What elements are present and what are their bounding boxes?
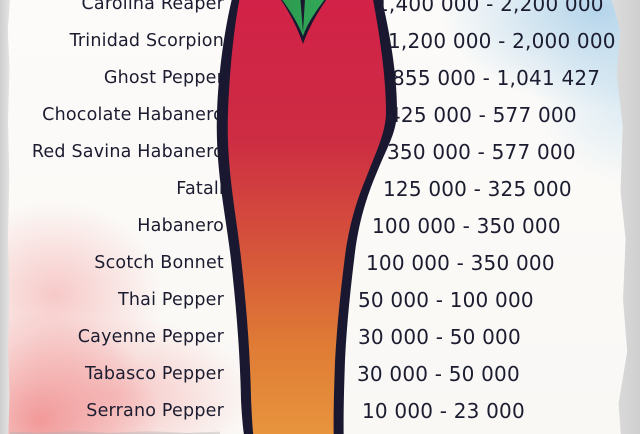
scoville-range-value: 350 000 - 577 000 — [387, 140, 576, 164]
table-row: Ghost Pepper 855 000 - 1,041 427 — [0, 60, 640, 97]
table-row: Scotch Bonnet 100 000 - 350 000 — [0, 245, 640, 282]
pepper-name-label: Serrano Pepper — [86, 401, 224, 421]
pepper-name-label: Chocolate Habanero — [42, 105, 224, 125]
pepper-name-label: Red Savina Habanero — [31, 142, 224, 162]
scoville-range-value: 10 000 - 23 000 — [362, 399, 525, 423]
table-row: Red Savina Habanero 350 000 - 577 000 — [0, 134, 640, 171]
pepper-name-label: Thai Pepper — [117, 290, 224, 310]
torn-paper-edge-left — [0, 0, 10, 434]
pepper-body — [227, 0, 386, 434]
pepper-name-label: Tabasco Pepper — [84, 364, 224, 384]
scoville-range-value: 50 000 - 100 000 — [358, 288, 534, 312]
scoville-range-value: 425 000 - 577 000 — [388, 103, 577, 127]
table-row: Serrano Pepper 10 000 - 23 000 — [0, 393, 640, 430]
pepper-name-label: Habanero — [137, 216, 224, 236]
scoville-range-value: 30 000 - 50 000 — [357, 362, 520, 386]
table-row: Thai Pepper 50 000 - 100 000 — [0, 282, 640, 319]
scoville-range-value: 100 000 - 350 000 — [366, 251, 555, 275]
scoville-range-value: 30 000 - 50 000 — [358, 325, 521, 349]
table-row: Trinidad Scorpion 1,200 000 - 2,000 000 — [0, 23, 640, 60]
table-row: Chocolate Habanero 425 000 - 577 000 — [0, 97, 640, 134]
pepper-name-label: Ghost Pepper — [103, 68, 224, 88]
table-row: Carolina Reaper 1,400 000 - 2,200 000 — [0, 0, 640, 23]
table-row: Habanero 100 000 - 350 000 — [0, 208, 640, 245]
stem-divider-line — [300, 0, 305, 32]
pepper-name-label: Fatali — [176, 179, 224, 199]
table-row: Fatali 125 000 - 325 000 — [0, 171, 640, 208]
scoville-range-value: 125 000 - 325 000 — [383, 177, 572, 201]
table-row: Tabasco Pepper 30 000 - 50 000 — [0, 356, 640, 393]
pepper-name-label: Trinidad Scorpion — [69, 31, 224, 51]
pepper-name-label: Scotch Bonnet — [94, 253, 224, 273]
pepper-name-label: Carolina Reaper — [81, 0, 224, 14]
scoville-range-value: 1,400 000 - 2,200 000 — [376, 0, 604, 16]
scoville-range-value: 855 000 - 1,041 427 — [392, 66, 601, 90]
scoville-range-value: 1,200 000 - 2,000 000 — [388, 29, 616, 53]
scoville-range-value: 100 000 - 350 000 — [372, 214, 561, 238]
pepper-name-label: Cayenne Pepper — [77, 327, 224, 347]
table-row: Cayenne Pepper 30 000 - 50 000 — [0, 319, 640, 356]
